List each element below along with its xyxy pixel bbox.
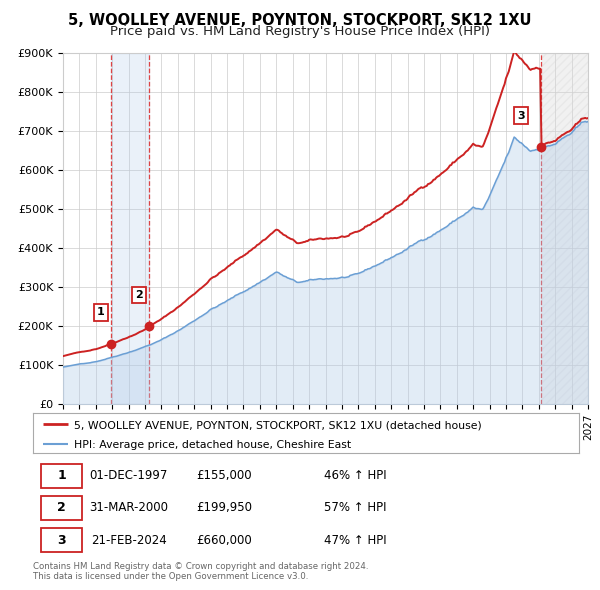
Text: 1: 1 [97,307,105,317]
Text: 2: 2 [136,290,143,300]
Text: 3: 3 [517,110,525,120]
Text: 46% ↑ HPI: 46% ↑ HPI [324,469,386,482]
Text: 1: 1 [57,469,66,482]
Text: 47% ↑ HPI: 47% ↑ HPI [324,534,386,547]
Bar [111,53,149,404]
Text: 21-FEB-2024: 21-FEB-2024 [91,534,166,547]
Bar [541,53,588,404]
Text: 57% ↑ HPI: 57% ↑ HPI [324,502,386,514]
Text: 5, WOOLLEY AVENUE, POYNTON, STOCKPORT, SK12 1XU (detached house): 5, WOOLLEY AVENUE, POYNTON, STOCKPORT, S… [74,420,482,430]
FancyBboxPatch shape [41,464,82,488]
FancyBboxPatch shape [41,496,82,520]
Text: HPI: Average price, detached house, Cheshire East: HPI: Average price, detached house, Ches… [74,441,351,451]
Text: Contains HM Land Registry data © Crown copyright and database right 2024.
This d: Contains HM Land Registry data © Crown c… [33,562,368,581]
Text: 5, WOOLLEY AVENUE, POYNTON, STOCKPORT, SK12 1XU: 5, WOOLLEY AVENUE, POYNTON, STOCKPORT, S… [68,13,532,28]
Text: £199,950: £199,950 [196,502,252,514]
Text: £660,000: £660,000 [196,534,252,547]
Text: 2: 2 [57,502,66,514]
Text: 01-DEC-1997: 01-DEC-1997 [89,469,168,482]
Text: £155,000: £155,000 [196,469,252,482]
Text: 31-MAR-2000: 31-MAR-2000 [89,502,168,514]
Text: Price paid vs. HM Land Registry's House Price Index (HPI): Price paid vs. HM Land Registry's House … [110,25,490,38]
FancyBboxPatch shape [41,528,82,552]
Text: 3: 3 [58,534,66,547]
